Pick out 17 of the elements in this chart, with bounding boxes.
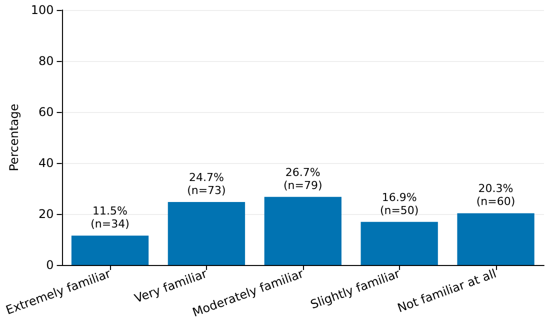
bar bbox=[264, 196, 342, 265]
bar bbox=[457, 213, 534, 265]
y-tick-label: 0 bbox=[46, 258, 54, 272]
data-label: 26.7% (n=79) bbox=[284, 166, 322, 192]
bar bbox=[168, 202, 246, 265]
data-label: 24.7% (n=73) bbox=[187, 171, 226, 198]
data-label: 11.5% (n=34) bbox=[90, 204, 130, 231]
data-label: 16.9% (n=50) bbox=[380, 190, 419, 217]
data-label: 20.3% (n=60) bbox=[476, 182, 516, 208]
y-axis-title: Percentage bbox=[7, 104, 21, 172]
y-tick-label: 40 bbox=[38, 156, 54, 170]
y-tick-label: 80 bbox=[38, 54, 54, 68]
bar bbox=[71, 236, 149, 265]
y-tick-label: 100 bbox=[30, 3, 54, 17]
y-tick-label: 20 bbox=[38, 207, 54, 221]
bar bbox=[360, 222, 438, 265]
y-tick-label: 60 bbox=[38, 105, 54, 119]
